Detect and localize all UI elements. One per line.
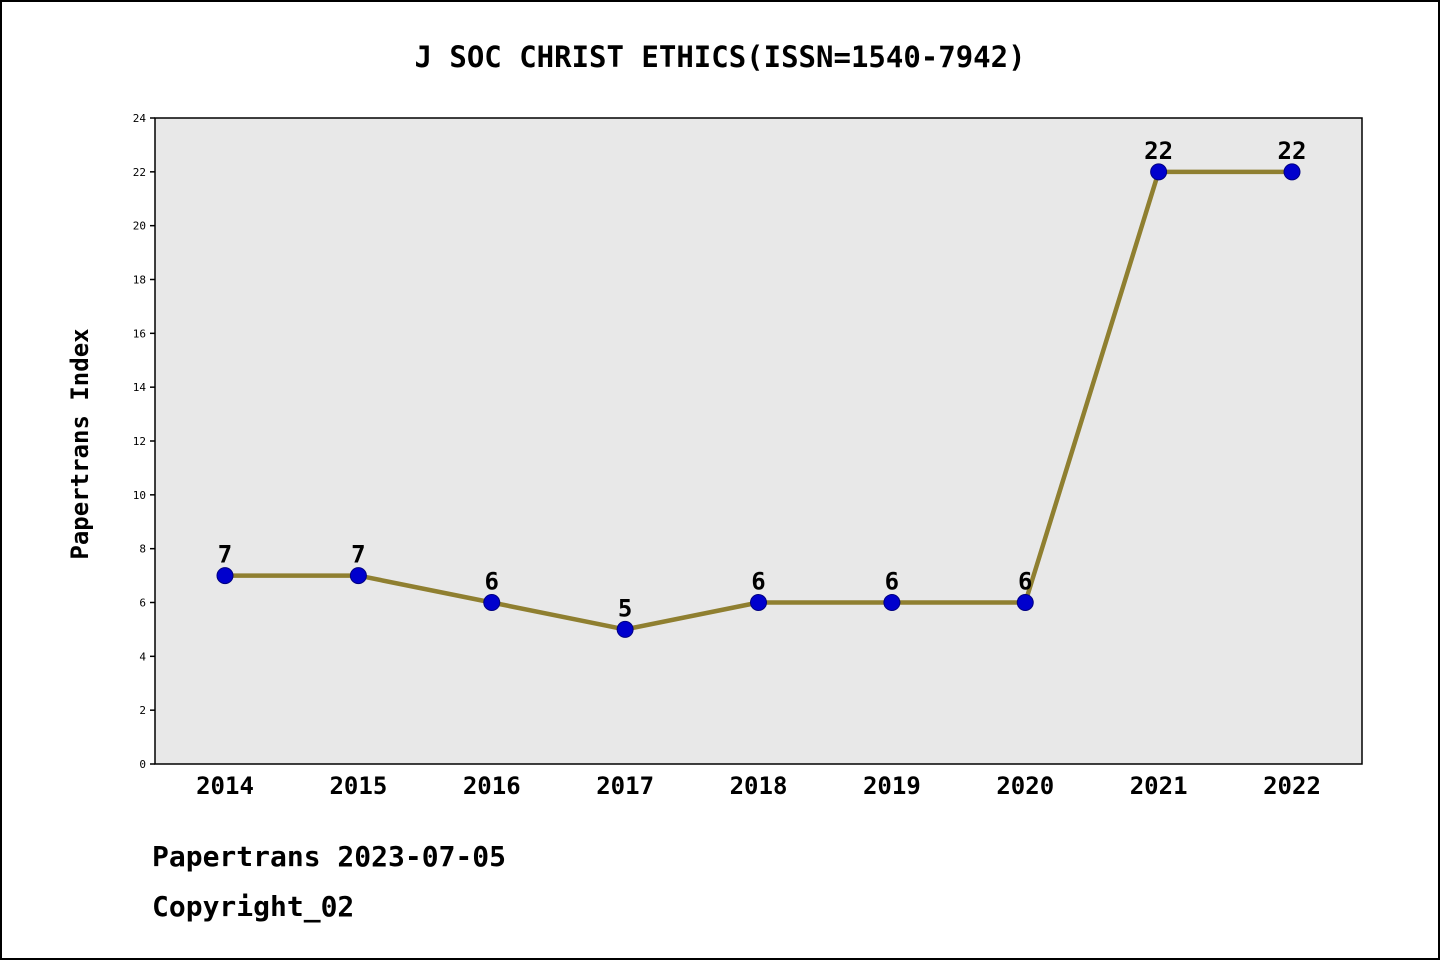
y-tick-label: 20 — [133, 220, 146, 233]
y-tick-label: 24 — [133, 112, 147, 125]
x-tick-label: 2018 — [730, 772, 788, 800]
plot-area — [154, 117, 1363, 765]
x-tick-label: 2016 — [463, 772, 521, 800]
x-tick-label: 2015 — [329, 772, 387, 800]
y-tick-label: 16 — [133, 327, 146, 340]
data-point-label: 6 — [1018, 568, 1032, 596]
y-tick-label: 2 — [139, 704, 146, 717]
data-point-2019 — [883, 594, 901, 611]
data-point-2018 — [750, 594, 767, 611]
footer-date: Papertrans 2023-07-05 — [152, 840, 507, 873]
data-point-2017 — [616, 620, 634, 638]
x-tick-label: 2020 — [996, 772, 1054, 800]
y-tick-label: 6 — [139, 597, 146, 610]
y-tick-label: 22 — [133, 166, 146, 179]
data-point-label: 7 — [351, 541, 365, 569]
data-point-2020 — [1016, 594, 1034, 611]
data-point-label: 6 — [485, 568, 499, 596]
footer-copyright: Copyright_02 — [152, 890, 355, 923]
x-tick-label: 2019 — [863, 772, 921, 800]
chart-title: J SOC CHRIST ETHICS(ISSN=1540-7942) — [414, 40, 1026, 74]
data-point-label: 22 — [1144, 137, 1173, 165]
data-point-label: 6 — [885, 568, 899, 596]
y-tick-label: 8 — [139, 543, 146, 556]
y-tick-label: 12 — [133, 435, 146, 448]
y-tick-label: 0 — [139, 758, 146, 771]
data-point-2021 — [1150, 163, 1168, 181]
y-tick-label: 4 — [139, 650, 146, 663]
data-point-label: 6 — [751, 568, 765, 596]
data-point-label: 22 — [1278, 137, 1307, 165]
x-tick-label: 2014 — [196, 772, 254, 800]
y-tick-label: 18 — [133, 274, 146, 287]
data-point-label: 7 — [218, 541, 232, 569]
y-tick-label: 10 — [133, 489, 146, 502]
x-tick-label: 2022 — [1263, 772, 1321, 800]
data-point-2016 — [483, 594, 501, 611]
data-point-2022 — [1283, 163, 1301, 181]
x-tick-label: 2017 — [596, 772, 654, 800]
data-point-2015 — [349, 567, 367, 585]
data-point-label: 5 — [618, 594, 632, 622]
data-point-2014 — [216, 567, 234, 585]
y-tick-label: 14 — [133, 381, 147, 394]
x-tick-label: 2021 — [1130, 772, 1188, 800]
